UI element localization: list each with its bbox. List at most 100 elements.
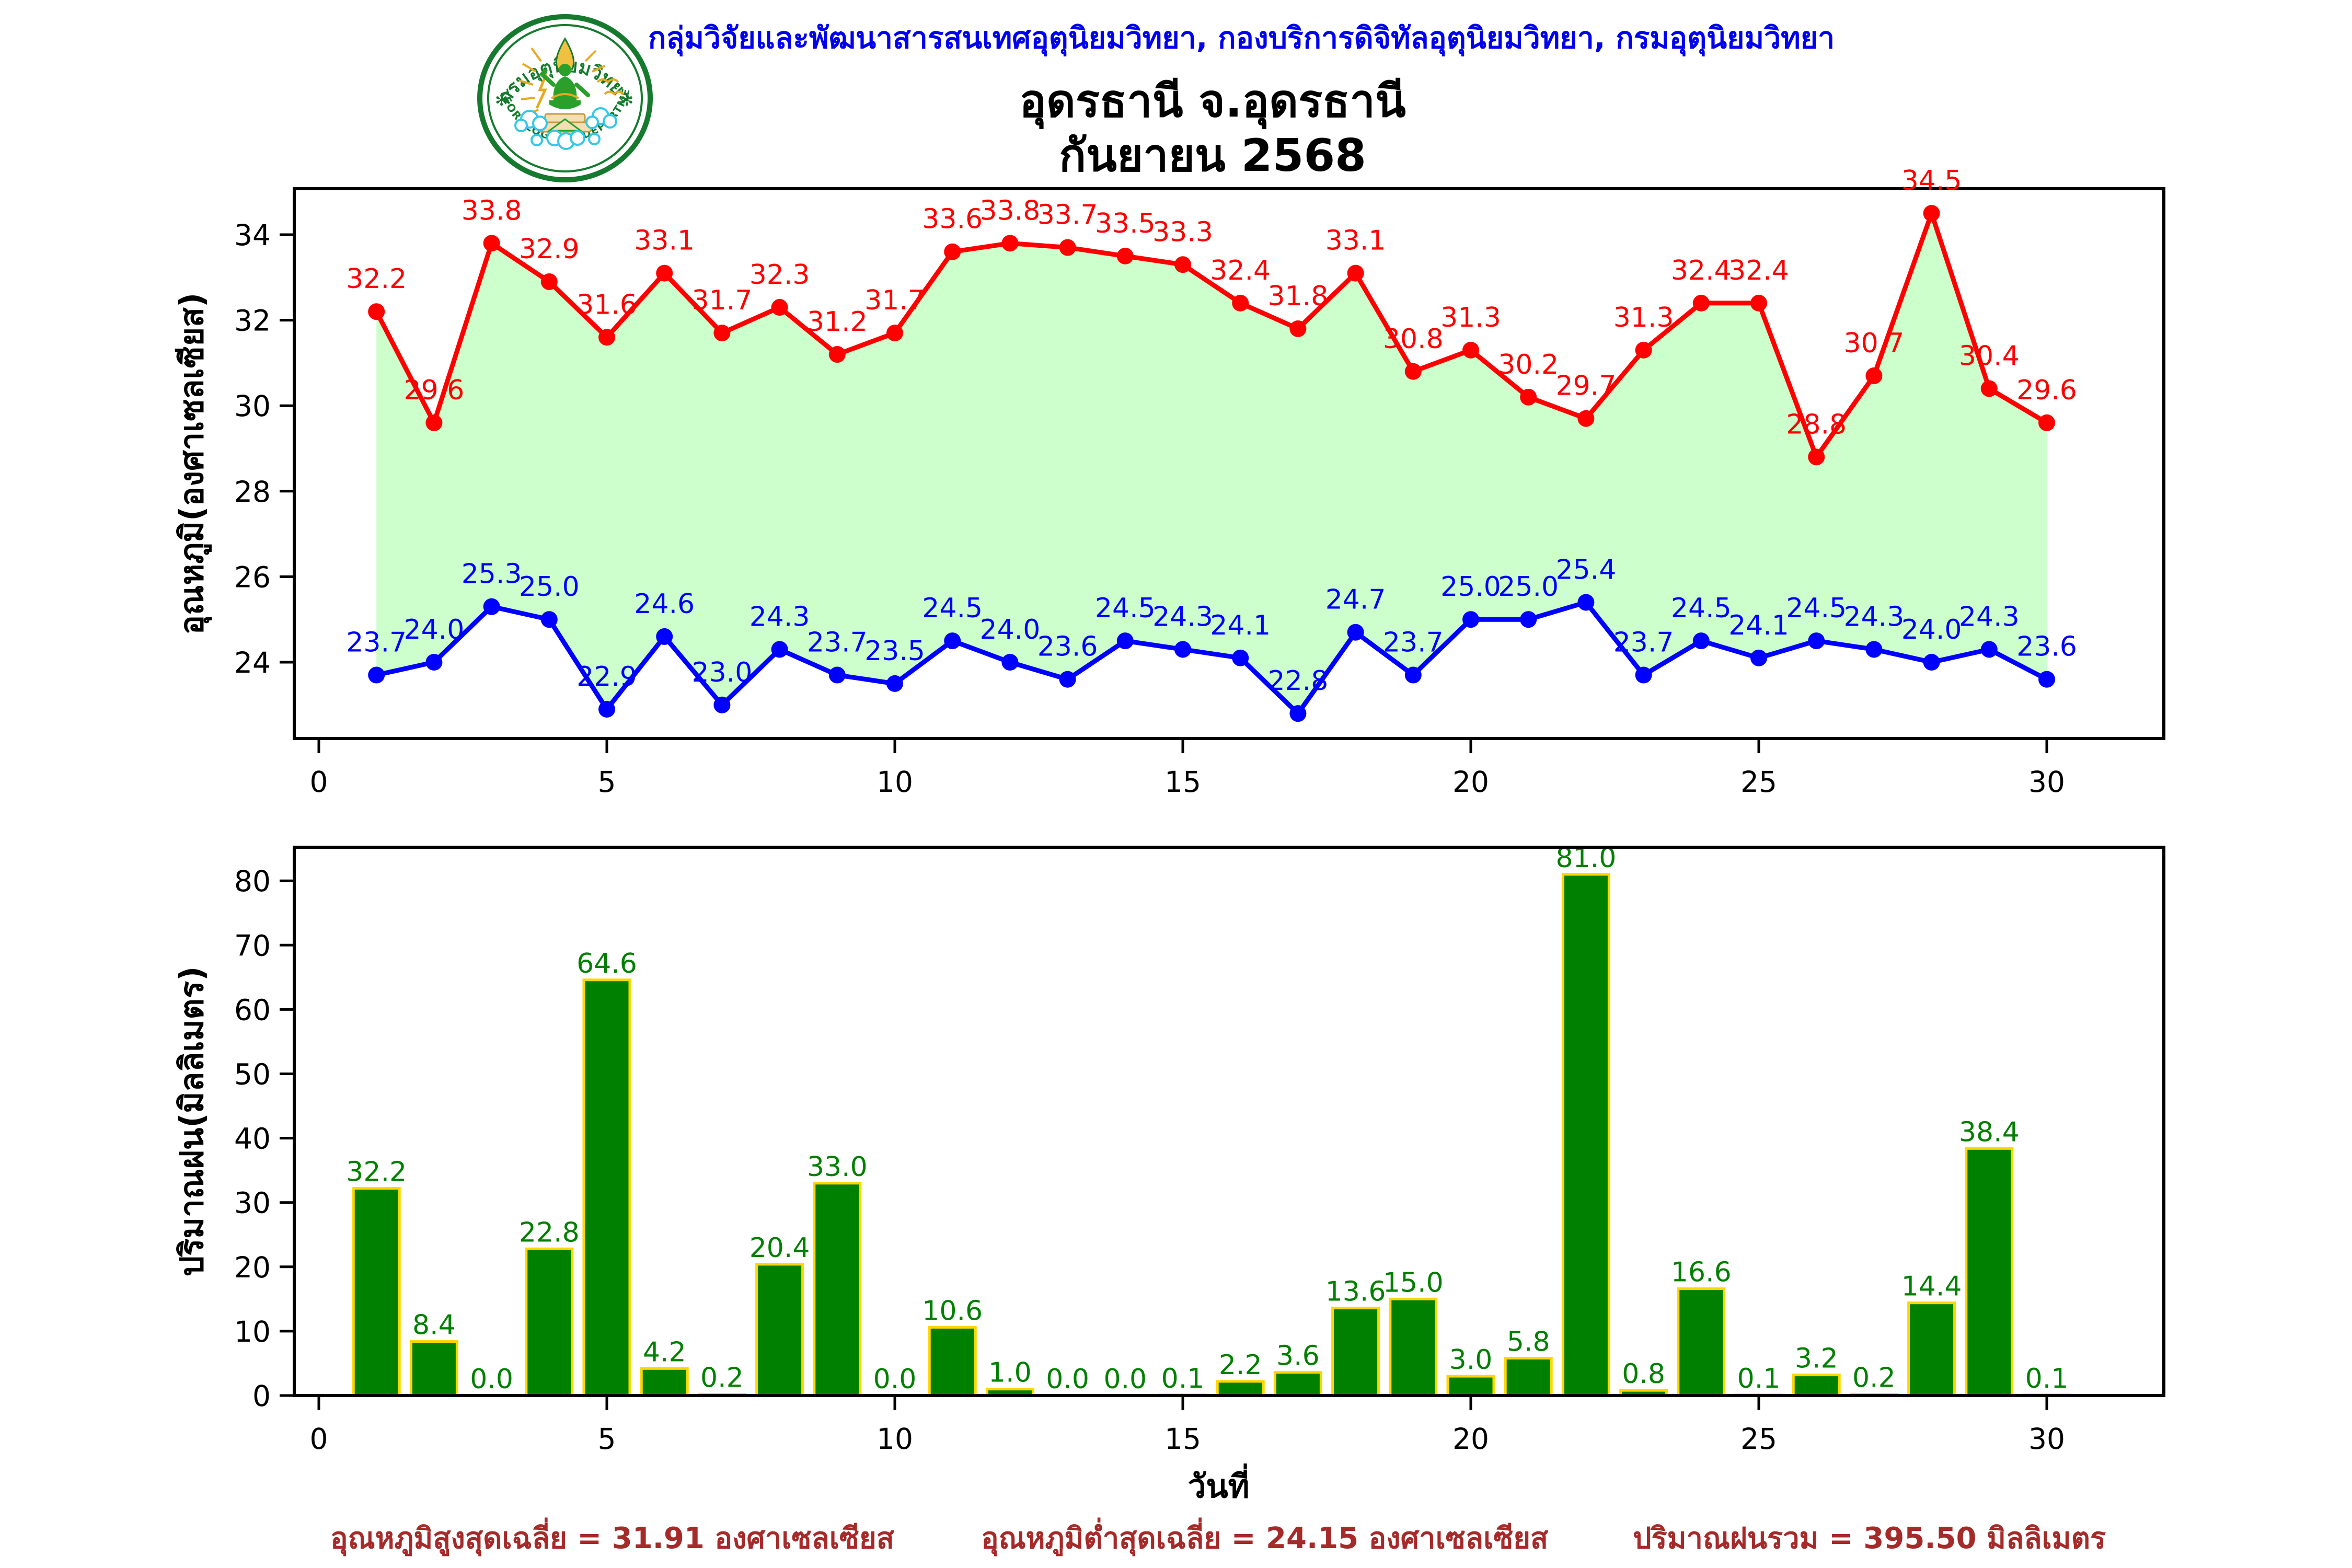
max_temperature-point [1289, 320, 1307, 337]
rain-y-tick-label: 40 [234, 1122, 271, 1156]
min_temperature-point [1289, 705, 1307, 722]
min_temperature-value-label: 24.1 [1210, 610, 1271, 641]
rain-bar [352, 1187, 401, 1397]
min_temperature-point [1577, 594, 1595, 611]
rain-bar-value-label: 0.2 [700, 1363, 744, 1394]
max_temperature-value-label: 33.1 [634, 225, 695, 257]
min_temperature-point [1059, 671, 1076, 688]
min_temperature-value-label: 23.6 [2016, 631, 2077, 663]
max_temperature-value-label: 29.7 [1556, 371, 1617, 402]
logo-pedestal-icon [538, 113, 592, 133]
temp-y-tick-label: 26 [234, 560, 271, 594]
rain-bar [1273, 1371, 1322, 1397]
max_temperature-point [1232, 294, 1249, 312]
rain-bar-value-label: 0.1 [1737, 1363, 1781, 1394]
rain-bar [409, 1340, 458, 1397]
min_temperature-point [368, 666, 385, 684]
rain-bar-value-label: 0.1 [1161, 1363, 1205, 1394]
rain-x-tick-label: 20 [1452, 1422, 1489, 1456]
rain-bar [1446, 1375, 1495, 1397]
max_temperature-point [1635, 341, 1652, 359]
rain-y-tick-label: 70 [234, 929, 271, 962]
rain-bar [525, 1247, 574, 1397]
max_temperature-value-label: 31.7 [692, 285, 753, 316]
rain-y-tick-label: 50 [234, 1058, 271, 1091]
max_temperature-point [886, 325, 903, 342]
rain-bar-value-label: 22.8 [519, 1217, 580, 1248]
rain-y-tick-label: 10 [234, 1315, 271, 1348]
rain-bar-value-label: 10.6 [922, 1296, 983, 1327]
max_temperature-point [1980, 380, 1998, 397]
min_temperature-point [483, 598, 500, 615]
max_temperature-point [1692, 294, 1710, 312]
min_temperature-value-label: 24.3 [750, 601, 810, 632]
max_temperature-value-label: 29.6 [404, 375, 465, 406]
max_temperature-point [1750, 294, 1767, 312]
rain-bar-value-label: 2.2 [1219, 1350, 1262, 1381]
min_temperature-value-label: 24.0 [404, 614, 465, 645]
max_temperature-value-label: 32.4 [1210, 255, 1271, 286]
rain-bar-value-label: 3.0 [1449, 1344, 1493, 1376]
min_temperature-value-label: 25.0 [1498, 571, 1559, 603]
temp-x-tick-label: 20 [1452, 765, 1489, 799]
temp-y-tick-label: 24 [234, 646, 271, 679]
rain-bar [1965, 1147, 2014, 1397]
max_temperature-value-label: 31.3 [1613, 302, 1674, 333]
max_temperature-point [2038, 414, 2055, 431]
min_temperature-value-label: 23.7 [346, 627, 407, 659]
min_temperature-point [1347, 624, 1364, 641]
min_temperature-point [1750, 649, 1767, 666]
max_temperature-point [1923, 205, 1940, 222]
temp-y-tick-label: 34 [234, 218, 271, 252]
max_temperature-value-label: 30.2 [1498, 349, 1559, 381]
rain-bar-value-label: 20.4 [750, 1232, 810, 1264]
rain-y-tick-label: 60 [234, 993, 271, 1027]
rain-x-tick-label: 5 [598, 1422, 616, 1456]
min_temperature-point [1174, 641, 1191, 658]
rain-bar [1677, 1287, 1726, 1397]
min_temperature-value-label: 22.9 [577, 661, 637, 693]
rain-y-tick-label: 20 [234, 1251, 271, 1284]
min_temperature-value-label: 24.0 [980, 614, 1041, 645]
min_temperature-point [1923, 654, 1940, 671]
min_temperature-point [425, 654, 443, 671]
min_temperature-point [1404, 666, 1422, 684]
min_temperature-point [1635, 666, 1652, 684]
rain-bar-value-label: 0.0 [1103, 1364, 1147, 1395]
max_temperature-value-label: 32.9 [519, 234, 580, 265]
rain-bar [1792, 1374, 1841, 1397]
max_temperature-point [828, 346, 846, 363]
temp-chart-frame [293, 187, 2165, 740]
page-subtitle: กันยายน 2568 [1058, 130, 1367, 182]
max_temperature-point [656, 264, 673, 282]
min_temperature-point [1116, 632, 1134, 650]
min_temperature-value-label: 23.6 [1037, 631, 1098, 663]
max_temperature-point [425, 414, 443, 431]
rain-bar [582, 978, 631, 1397]
page-title: อุดรธานี จ.อุดรธานี [1019, 75, 1406, 128]
rain-bar-value-label: 16.6 [1671, 1257, 1732, 1288]
min_temperature-value-label: 25.0 [1440, 571, 1501, 603]
min_temperature-point [771, 641, 788, 658]
logo-birds-icon [596, 78, 625, 96]
max_temperature-value-label: 30.8 [1383, 324, 1444, 355]
min_temperature-line [376, 599, 2048, 716]
max_temperature-point [1577, 410, 1595, 427]
max_temperature-value-label: 30.7 [1844, 328, 1905, 359]
min_temperature-value-label: 23.5 [864, 636, 925, 667]
min_temperature-value-label: 25.4 [1556, 554, 1617, 585]
min_temperature-value-label: 25.3 [462, 559, 522, 590]
rain-bar-value-label: 64.6 [577, 948, 637, 979]
max_temperature-point [1116, 247, 1134, 264]
min_temperature-point [1520, 611, 1537, 628]
max_temperature-value-label: 34.5 [1901, 165, 1962, 197]
rain-bar-value-label: 15.0 [1383, 1267, 1444, 1298]
rain-bar-value-label: 33.0 [807, 1151, 868, 1183]
rain-bar-value-label: 1.0 [988, 1357, 1032, 1389]
rain-bar-value-label: 32.2 [346, 1157, 407, 1188]
rain-bar-value-label: 0.2 [1852, 1363, 1896, 1394]
temp-x-tick-label: 15 [1165, 765, 1201, 799]
max_temperature-value-label: 31.3 [1440, 302, 1501, 333]
min_temperature-point [1980, 641, 1998, 658]
